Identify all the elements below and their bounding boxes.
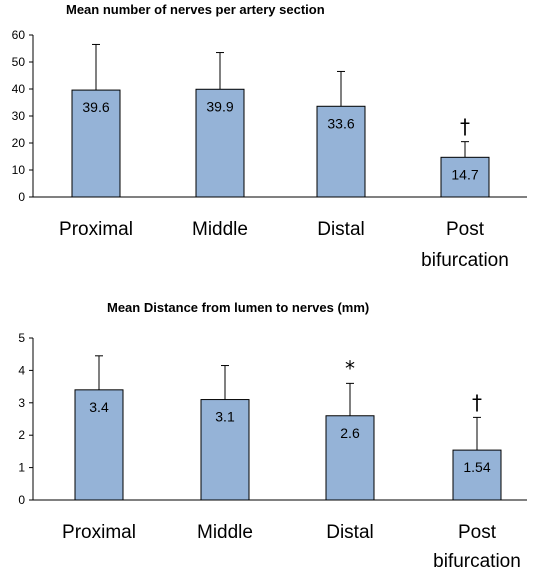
y-tick-label: 5 <box>18 331 25 345</box>
data-label: 3.4 <box>89 399 109 415</box>
y-tick-label: 60 <box>12 28 26 42</box>
bar <box>452 449 502 501</box>
x-tick-label: Distal <box>317 219 365 240</box>
significance-marker: * <box>345 356 355 380</box>
y-tick-label: 0 <box>18 190 25 204</box>
bar <box>440 156 490 198</box>
y-tick-label: 3 <box>18 396 25 410</box>
chart-title: Mean number of nerves per artery section <box>66 2 325 17</box>
x-tick-label: bifurcation <box>421 250 509 271</box>
bar <box>195 88 245 198</box>
bar <box>316 105 366 198</box>
y-tick-label: 0 <box>18 493 25 507</box>
y-tick-label: 20 <box>12 136 26 150</box>
x-tick-label: Proximal <box>62 522 136 543</box>
x-tick-label: Post <box>458 522 497 543</box>
chart-title: Mean Distance from lumen to nerves (mm) <box>107 300 370 315</box>
data-label: 2.6 <box>340 425 360 441</box>
x-tick-label: Distal <box>326 522 374 543</box>
x-tick-label: bifurcation <box>433 551 521 572</box>
y-tick-label: 4 <box>18 363 25 377</box>
bar <box>74 389 124 501</box>
data-label: 14.7 <box>451 166 478 182</box>
y-tick-label: 40 <box>12 82 26 96</box>
y-tick-label: 10 <box>12 163 26 177</box>
data-label: 39.9 <box>206 98 233 114</box>
nerves-count-chart: 0 10 20 30 40 50 60 39.6 Proximal 39.9 Middle 33.6 D… <box>12 28 527 271</box>
x-tick-label: Post <box>446 219 485 240</box>
y-tick-label: 1 <box>18 461 25 475</box>
bar <box>200 399 250 501</box>
x-tick-label: Middle <box>197 522 253 543</box>
data-label: 33.6 <box>327 115 354 131</box>
significance-marker: † <box>472 390 482 414</box>
data-label: 39.6 <box>82 99 109 115</box>
bar <box>325 415 375 501</box>
data-label: 3.1 <box>215 409 235 425</box>
y-tick-label: 50 <box>12 55 26 69</box>
x-tick-label: Middle <box>192 219 248 240</box>
bar <box>71 89 121 198</box>
y-tick-label: 30 <box>12 109 26 123</box>
data-label: 1.54 <box>463 459 490 475</box>
significance-marker: † <box>460 115 470 139</box>
x-tick-label: Proximal <box>59 219 133 240</box>
y-tick-label: 2 <box>18 428 25 442</box>
